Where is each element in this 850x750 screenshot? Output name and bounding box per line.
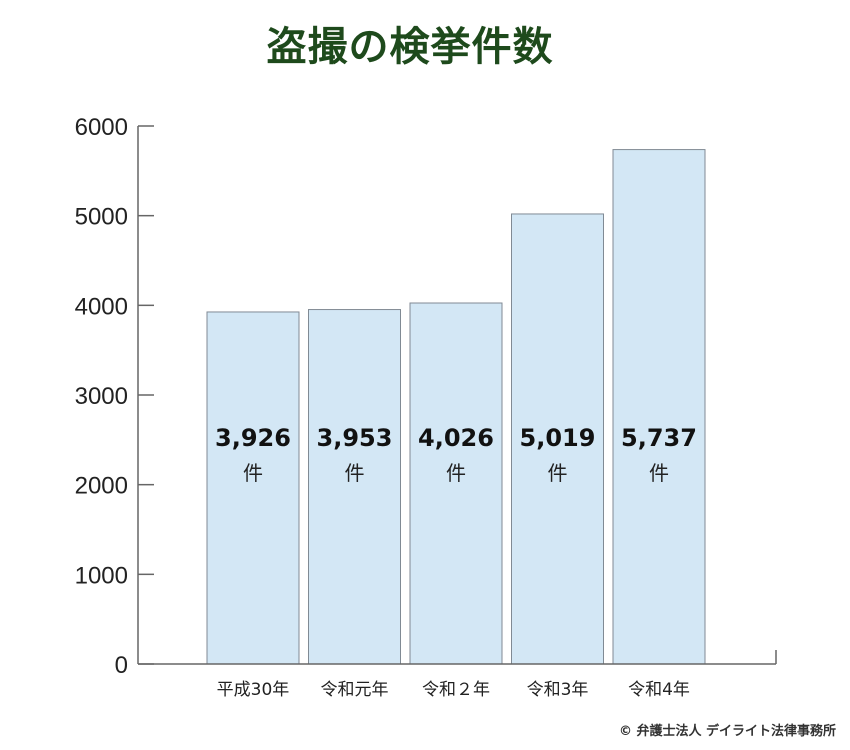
bar-value-label: 3,926 [215,424,291,452]
bar-value-label: 3,953 [317,424,393,452]
y-axis: 0 1000 2000 3000 4000 5000 6000 [75,114,154,679]
bar-value-label: 5,019 [520,424,596,452]
y-tick-label: 2000 [75,473,128,500]
y-tick-label: 0 [115,652,128,679]
y-tick-label: 6000 [75,114,128,141]
bar [409,302,503,665]
bar-unit-label: 件 [243,461,263,485]
bar [511,213,604,665]
bar-value-label: 5,737 [621,424,697,452]
bar-unit-label: 件 [649,461,669,485]
copyright-credit: © 弁護士法人 デイライト法律事務所 [618,724,836,739]
bar-unit-label: 件 [548,461,568,485]
bar [308,309,401,665]
y-tick-label: 5000 [75,204,128,231]
y-tick-label: 4000 [75,293,128,320]
y-tick-label: 3000 [75,383,128,410]
x-category-label: 令和3年 [527,680,589,700]
x-axis: 平成30年 令和元年 令和２年 令和3年 令和4年 [138,650,777,700]
x-category-label: 令和２年 [422,680,490,700]
x-category-label: 令和元年 [321,680,389,700]
bars: 3,926 件 3,953 件 4,026 件 5,019 件 5,737 件 [206,149,706,665]
x-category-label: 平成30年 [217,680,290,700]
bar-value-label: 4,026 [418,424,494,452]
bar [612,149,706,665]
bar-unit-label: 件 [446,461,466,485]
x-category-label: 令和4年 [628,680,690,700]
y-tick-label: 1000 [75,562,128,589]
bar-unit-label: 件 [345,461,365,485]
bar [206,311,300,665]
chart-title: 盗撮の検挙件数 [266,24,554,70]
